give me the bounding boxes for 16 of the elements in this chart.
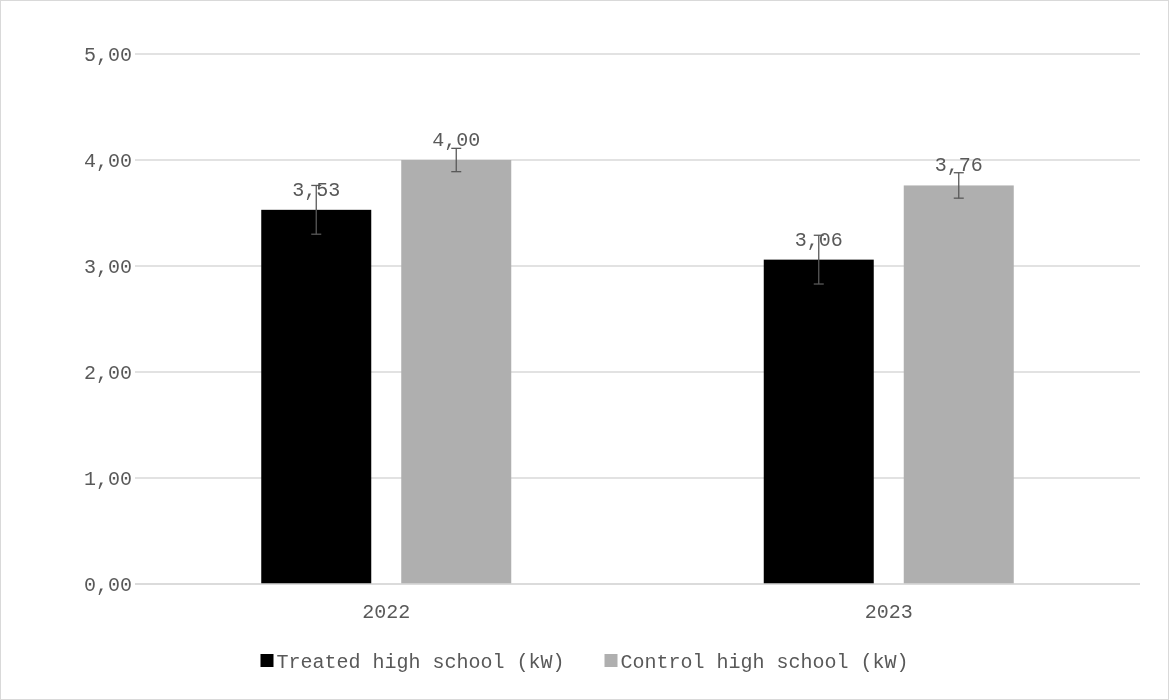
y-tick-label: 3,00	[83, 256, 132, 279]
bar	[903, 185, 1014, 584]
bar	[261, 209, 372, 584]
data-label: 3,76	[934, 154, 983, 178]
data-label: 4,00	[432, 129, 481, 152]
y-tick-label: 4,00	[83, 150, 132, 173]
y-tick-label: 5,00	[83, 44, 132, 67]
x-tick-label: 2023	[864, 601, 913, 624]
y-tick-label: 0,00	[83, 574, 132, 597]
bar	[763, 259, 874, 584]
bar	[401, 160, 512, 584]
y-tick-label: 1,00	[83, 468, 132, 491]
legend-label: Treated high school (kW)	[276, 651, 565, 674]
x-tick-label: 2022	[362, 601, 411, 624]
y-tick-label: 2,00	[83, 362, 132, 385]
legend-label: Control high school (kW)	[620, 651, 909, 674]
